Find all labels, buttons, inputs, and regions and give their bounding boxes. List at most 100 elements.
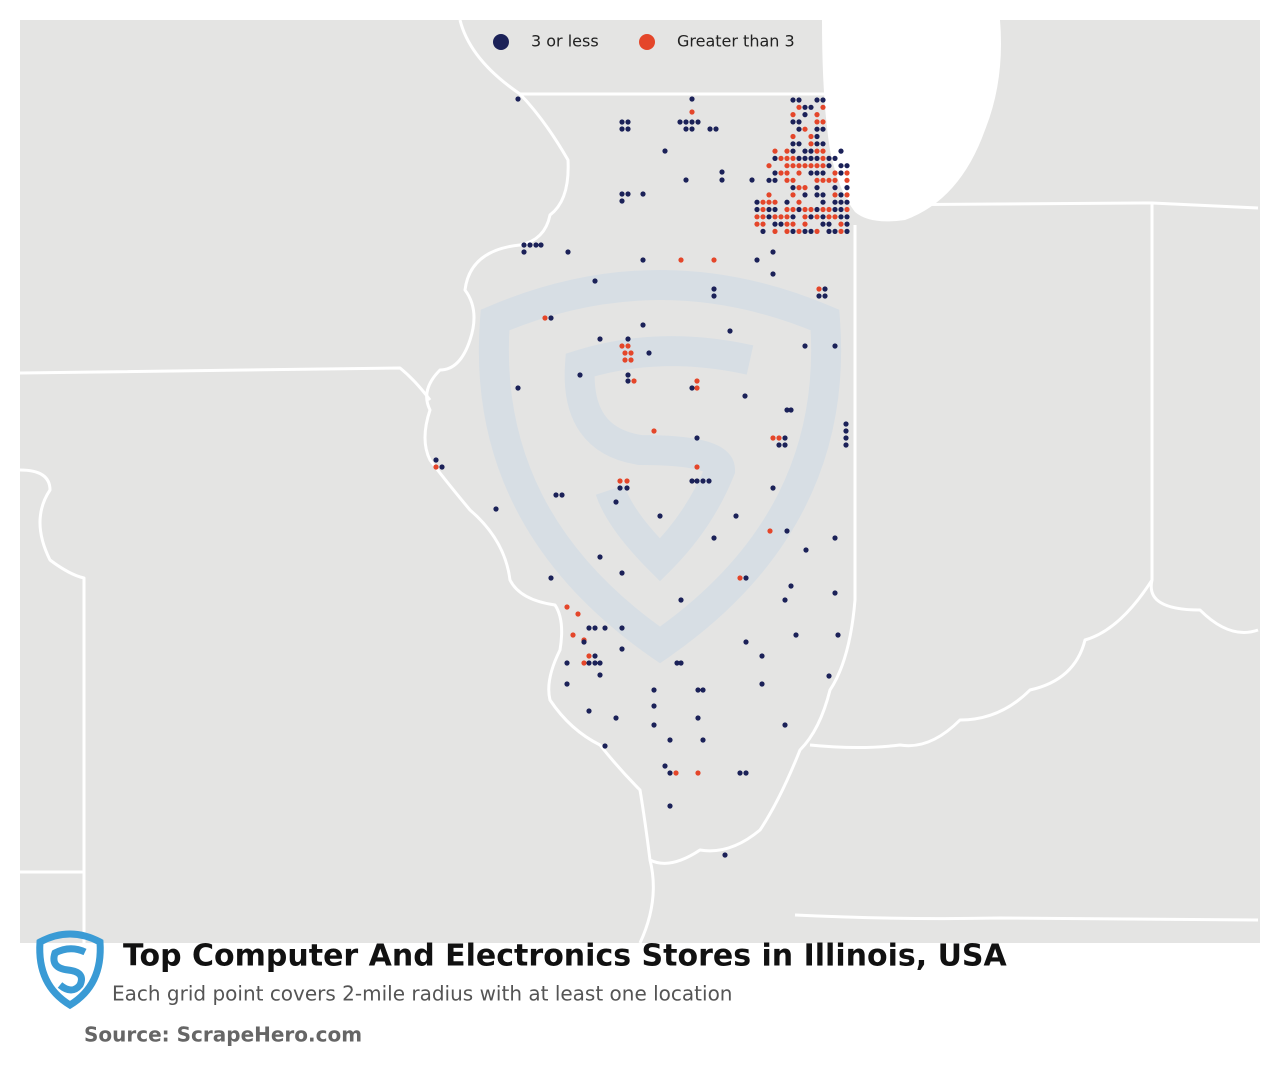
location-dot [802,148,808,154]
location-dot [548,315,554,321]
location-dot [564,604,570,610]
location-dot [733,513,739,519]
location-dot [754,221,760,227]
location-dot [619,625,625,631]
location-dot [838,214,844,220]
location-dot [790,112,796,118]
location-dot [766,214,772,220]
location-dot [677,119,683,125]
location-dot [814,133,820,140]
location-dot [439,464,445,470]
logo [36,930,104,1010]
location-dot [832,228,838,234]
location-dot [802,155,808,161]
location-dot [538,242,544,248]
location-dot [796,141,802,147]
location-dot [790,214,796,220]
location-dot [788,583,794,589]
border [853,201,1259,634]
location-dot [542,315,548,321]
location-dot [700,687,706,693]
location-dot [820,221,826,227]
location-dot [808,206,814,213]
location-dot [743,770,749,776]
location-dot [700,478,706,484]
location-dot [640,257,646,263]
location-dot [515,96,521,102]
location-dot [743,639,749,645]
location-dot [784,163,790,169]
location-dot [796,119,802,125]
location-dot [772,206,778,213]
location-dot [689,109,695,115]
location-dot [640,322,646,328]
lake-michigan [822,20,1001,222]
location-dot [651,687,657,693]
location-dot [581,660,587,666]
location-dot [826,206,832,213]
location-dot [613,499,619,505]
location-dot [820,192,826,198]
location-dot [784,177,790,183]
location-dot [527,242,533,248]
location-dot [711,535,717,541]
location-dot [814,126,820,132]
location-dot [820,126,826,132]
location-dot [749,177,755,183]
location-dot [689,385,695,391]
location-dot [433,457,439,463]
location-dot [772,221,778,227]
location-dot [694,385,700,391]
location-dot [820,163,826,169]
location-dot [625,126,631,132]
location-dot [784,206,790,213]
location-dot [790,97,796,103]
location-dot [832,177,838,183]
location-dot [711,257,717,263]
location-dot [625,378,631,384]
location-dot [695,119,701,125]
location-dot [631,378,637,384]
location-dot [619,126,625,132]
location-dot [493,506,499,512]
location-dot [766,177,772,183]
location-dot [772,214,778,220]
location-dot [625,343,631,349]
location-dot [826,177,832,183]
location-dot [790,148,796,154]
location-dot [844,221,850,227]
border [19,366,432,943]
location-dot [820,104,826,110]
location-dot [790,206,796,213]
location-dot [772,155,778,161]
location-dot [695,715,701,721]
location-dot [759,681,765,687]
location-dot [838,228,844,234]
title: Top Computer And Electronics Stores in I… [123,939,1008,974]
legend-marker [639,34,655,50]
location-dot [767,528,773,534]
location-dot [678,660,684,666]
location-dot [784,228,790,234]
location-dot [832,192,838,198]
location-dot [597,336,603,342]
location-dot [613,715,619,721]
location-dot [808,133,814,140]
location-dot [843,442,849,448]
border [638,579,1259,944]
location-dot [784,221,790,227]
location-dot [602,743,608,749]
legend-label: Greater than 3 [677,32,795,51]
location-dot [772,228,778,234]
location-dot [515,385,521,391]
location-dot [754,214,760,220]
location-dot [683,177,689,183]
location-dot [695,770,701,776]
location-dot [597,660,603,666]
location-dot [844,185,850,191]
location-dot [743,575,749,581]
location-dot [784,155,790,161]
location-dot [754,199,760,205]
location-dot [835,632,841,638]
